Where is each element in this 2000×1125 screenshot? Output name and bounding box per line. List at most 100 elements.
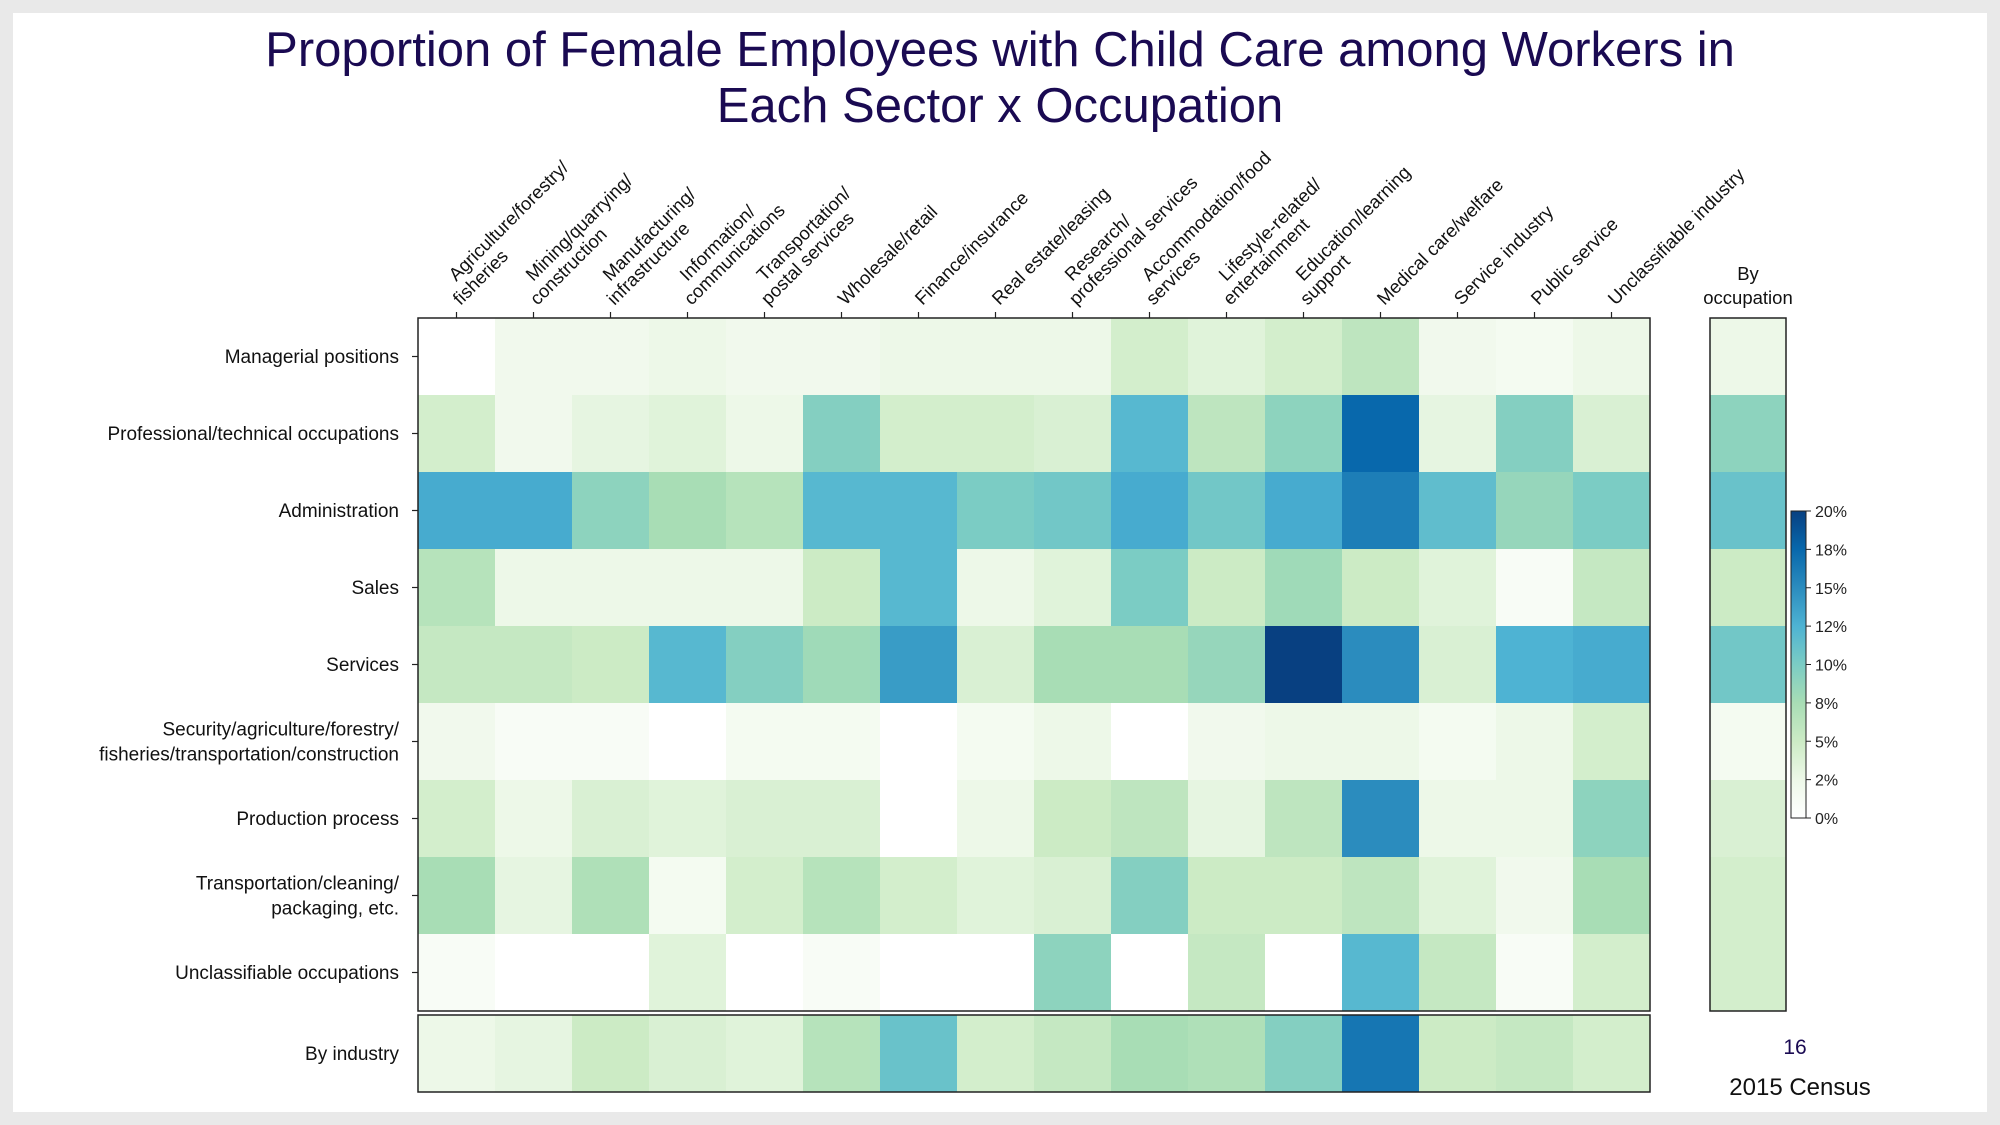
heatmap-cell (1573, 549, 1651, 627)
heatmap-cell (1034, 934, 1112, 1012)
heatmap-cell (803, 703, 881, 781)
heatmap-cell (495, 318, 573, 396)
heatmap-cell (1573, 318, 1651, 396)
heatmap-cell (1573, 395, 1651, 473)
heatmap-cell (1265, 780, 1343, 858)
heatmap-cell (418, 472, 496, 550)
heatmap-cell (418, 703, 496, 781)
row-label: Services (326, 655, 399, 676)
by-industry-cell (1496, 1015, 1574, 1092)
heatmap-cell (572, 472, 650, 550)
colorbar-tick-label: 2% (1815, 773, 1838, 790)
heatmap-cell (957, 703, 1035, 781)
heatmap-cell (1188, 703, 1266, 781)
row-label: Security/agriculture/forestry/fisheries/… (99, 720, 400, 766)
heatmap-cell (1188, 472, 1266, 550)
heatmap-cell (1188, 318, 1266, 396)
by-industry-cell (726, 1015, 804, 1092)
by-industry-cell (1265, 1015, 1343, 1092)
heatmap-cell (803, 857, 881, 935)
by-industry-cell (1419, 1015, 1497, 1092)
heatmap-cell (1034, 626, 1112, 704)
heatmap-cell (495, 395, 573, 473)
by-occupation-cell (1710, 626, 1786, 704)
heatmap-cell (418, 626, 496, 704)
heatmap-cell (1496, 549, 1574, 627)
title-line-2: Each Sector x Occupation (716, 79, 1284, 133)
heatmap-cell (572, 549, 650, 627)
heatmap-cell (1342, 703, 1420, 781)
heatmap-cell (1342, 857, 1420, 935)
row-label: Transportation/cleaning/packaging, etc. (196, 874, 400, 920)
heatmap-cell (726, 780, 804, 858)
by-industry-cell (957, 1015, 1035, 1092)
heatmap-cell (803, 934, 881, 1012)
heatmap-cell (572, 395, 650, 473)
row-label: Unclassifiable occupations (175, 963, 399, 984)
heatmap-cell (726, 472, 804, 550)
heatmap-cell (1111, 395, 1189, 473)
heatmap-cell (1573, 780, 1651, 858)
heatmap-cell (803, 472, 881, 550)
heatmap-cell (1111, 703, 1189, 781)
heatmap-cell (1342, 626, 1420, 704)
heatmap-cell (1265, 934, 1343, 1012)
heatmap-cell (1111, 626, 1189, 704)
heatmap-cell (880, 626, 958, 704)
heatmap-cell (1265, 549, 1343, 627)
heatmap-cell (1419, 703, 1497, 781)
heatmap-cell (1342, 472, 1420, 550)
heatmap-cell (957, 549, 1035, 627)
heatmap-cell (1188, 549, 1266, 627)
heatmap-cell (1419, 549, 1497, 627)
heatmap-cell (1034, 857, 1112, 935)
heatmap-cell (1419, 857, 1497, 935)
heatmap-cell (495, 626, 573, 704)
by-industry-cell (418, 1015, 496, 1092)
heatmap-cell (1265, 626, 1343, 704)
heatmap-cell (649, 857, 727, 935)
heatmap-cell (1419, 472, 1497, 550)
heatmap-cell (1188, 780, 1266, 858)
title-line-1: Proportion of Female Employees with Chil… (265, 23, 1735, 77)
heatmap-cell (726, 318, 804, 396)
by-occupation-cell (1710, 934, 1786, 1012)
heatmap-cell (1496, 472, 1574, 550)
heatmap-cell (572, 703, 650, 781)
colorbar-tick-label: 12% (1815, 619, 1847, 636)
by-industry-cell (803, 1015, 881, 1092)
by-occupation-cell (1710, 780, 1786, 858)
heatmap-cell (1034, 472, 1112, 550)
by-occupation-cell (1710, 318, 1786, 396)
by-occupation-frame (1709, 317, 1787, 1012)
heatmap-cell (572, 318, 650, 396)
heatmap-cell (1419, 318, 1497, 396)
by-occupation-cell (1710, 703, 1786, 781)
heatmap-cell (1573, 626, 1651, 704)
heatmap-cell (803, 626, 881, 704)
heatmap-cell (418, 549, 496, 627)
heatmap-cell (1419, 780, 1497, 858)
heatmap-cell (649, 703, 727, 781)
by-occupation-cell (1710, 395, 1786, 473)
by-industry-cell (1034, 1015, 1112, 1092)
heatmap-cell (649, 780, 727, 858)
heatmap-cell (1496, 626, 1574, 704)
heatmap-cell (1111, 780, 1189, 858)
heatmap-cell (418, 318, 496, 396)
heatmap-cell (495, 780, 573, 858)
heatmap-cell (1496, 780, 1574, 858)
by-industry-cell (1188, 1015, 1266, 1092)
heatmap-cell (572, 934, 650, 1012)
heatmap-cell (1188, 395, 1266, 473)
heatmap-cell (880, 857, 958, 935)
row-label: Managerial positions (225, 347, 399, 368)
by-occupation-cell (1710, 857, 1786, 935)
heatmap-cell (957, 780, 1035, 858)
heatmap-cell (1496, 395, 1574, 473)
row-label: Sales (351, 578, 399, 599)
heatmap-cell (1573, 472, 1651, 550)
heatmap-cell (572, 780, 650, 858)
heatmap-cell (957, 472, 1035, 550)
